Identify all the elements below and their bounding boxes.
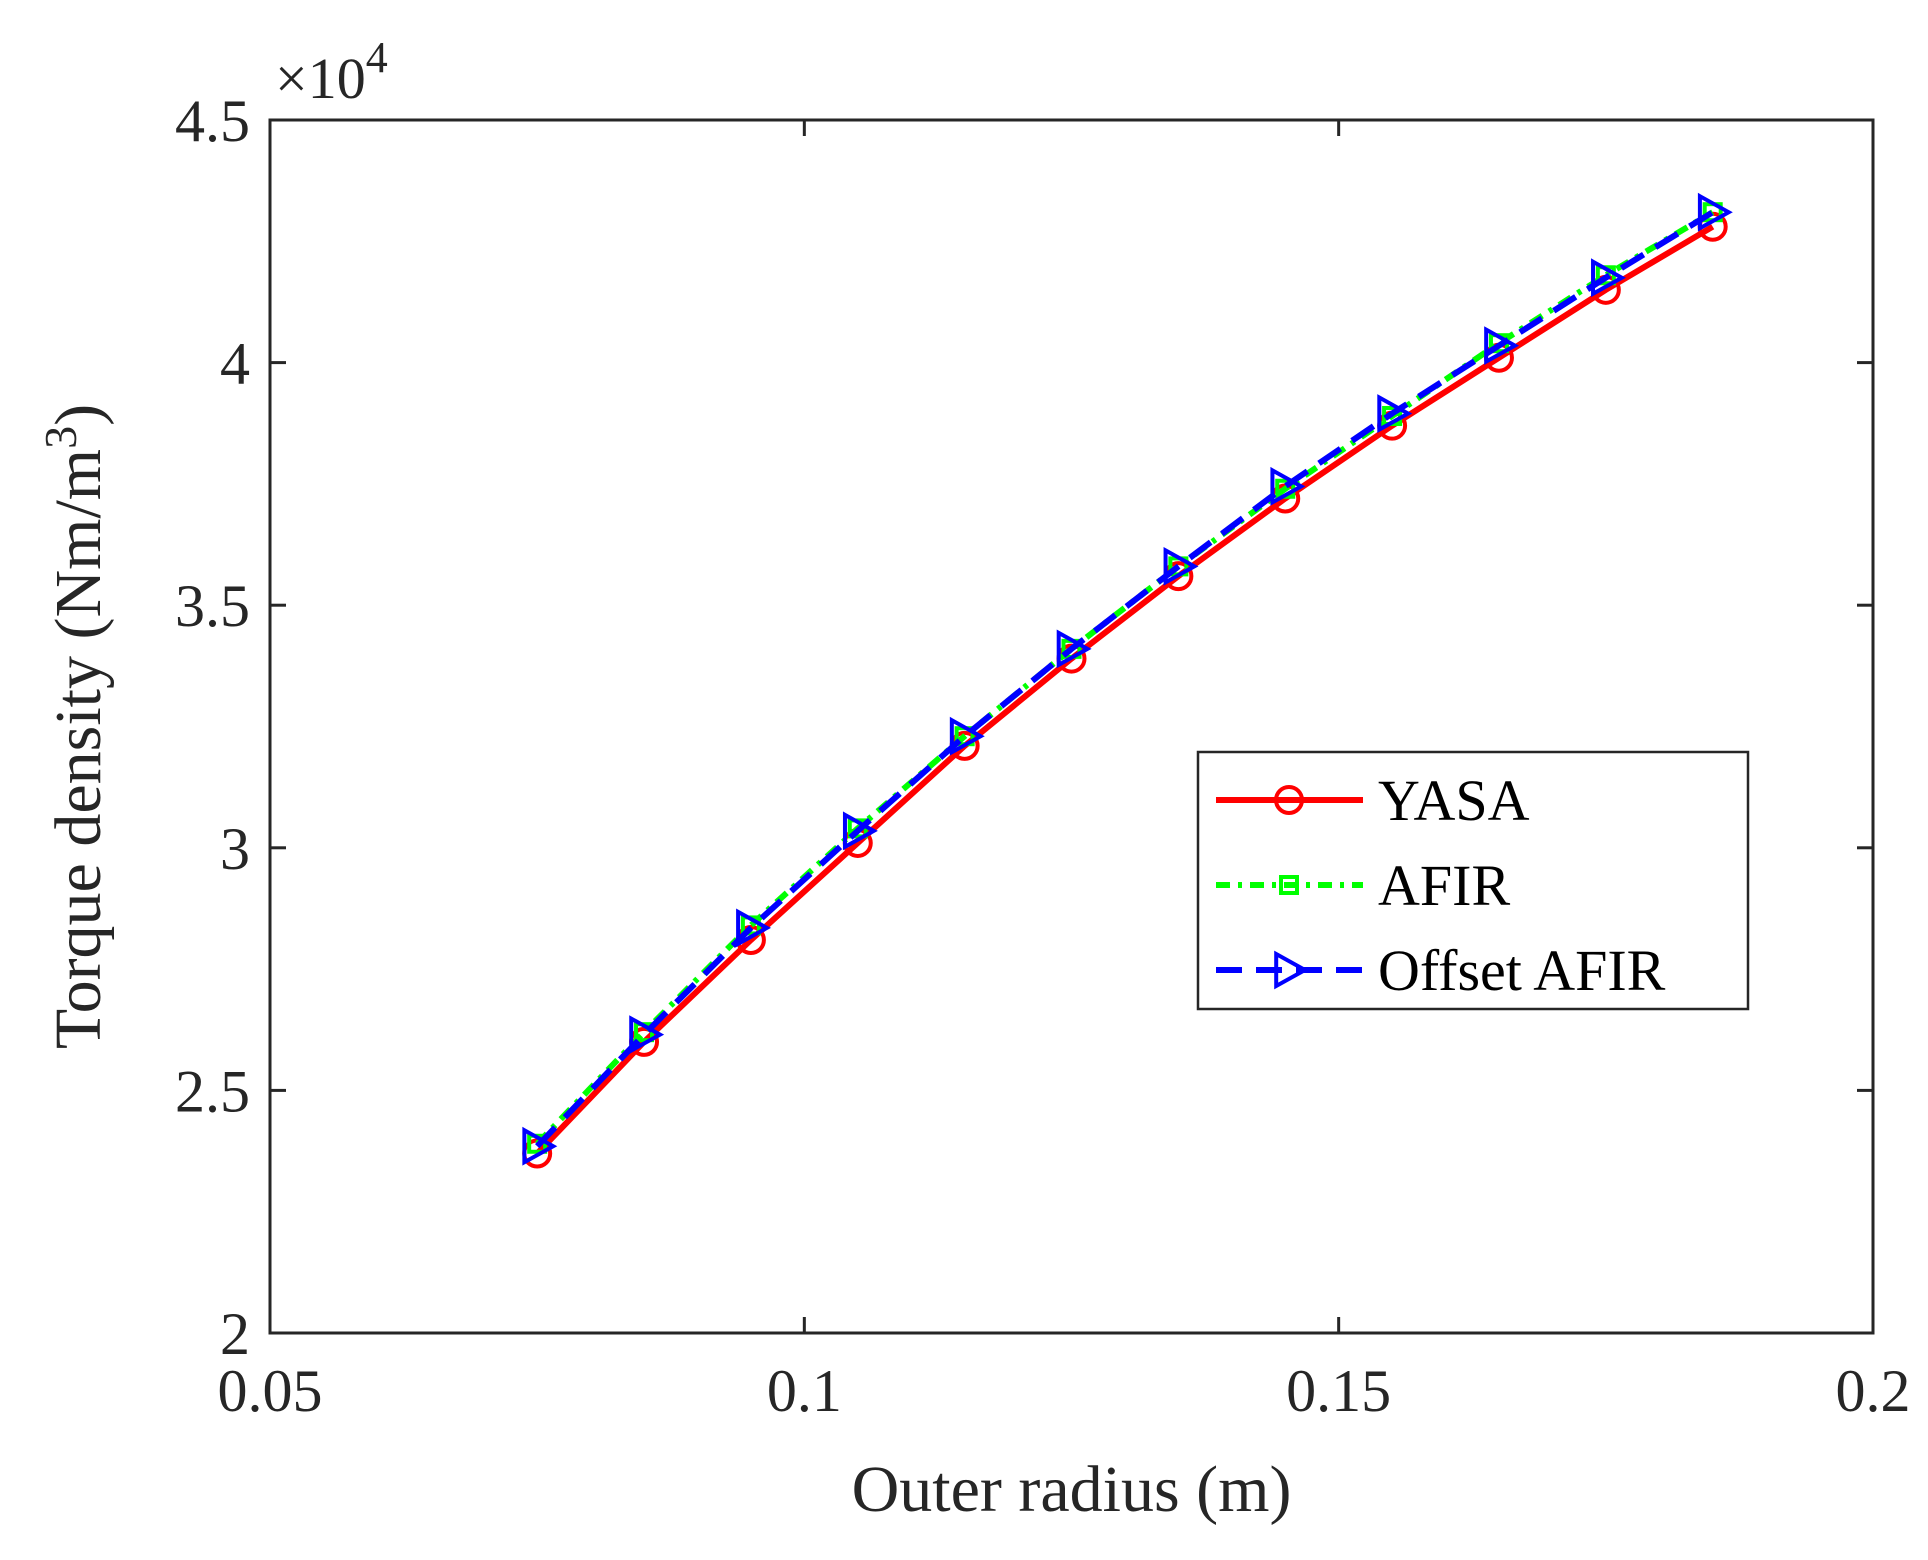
y-tick-label: 2.5 [175, 1058, 250, 1124]
legend-marker [1274, 950, 1310, 990]
y-axis-label: Torque density (Nm/m3) [35, 404, 115, 1049]
legend-label: YASA [1378, 768, 1530, 833]
data-point [1270, 466, 1306, 506]
x-axis-label: Outer radius (m) [852, 1453, 1292, 1526]
legend-label: Offset AFIR [1378, 938, 1666, 1003]
legend-marker [1279, 875, 1299, 895]
axes-box [268, 118, 1875, 1335]
x-tick-label: 0.15 [1286, 1358, 1391, 1424]
legend-entry: Offset AFIR [1216, 938, 1666, 1003]
data-point [1163, 546, 1199, 586]
data-point [1377, 394, 1413, 433]
axis-ticks: 0.05 0.1 0.15 0.2 2 2.5 3 3.5 4 4.5 [175, 88, 1911, 1424]
data-point [1697, 192, 1733, 232]
y-tick-label: 3 [220, 816, 250, 882]
x-tick-label: 0.05 [218, 1358, 323, 1424]
series-offset-afir [522, 192, 1733, 1166]
legend: YASA AFIR Offset AFIR [1196, 750, 1750, 1011]
x-tick-label: 0.2 [1836, 1358, 1911, 1424]
legend-marker [1274, 785, 1304, 815]
data-point [949, 716, 985, 756]
plot-area [268, 118, 1875, 1335]
data-point [1056, 629, 1092, 669]
series-layer [522, 192, 1733, 1169]
legend-entry: AFIR [1216, 853, 1510, 918]
y-tick-label: 4 [220, 331, 250, 397]
data-point [1591, 258, 1626, 298]
y-tick-label: 4.5 [175, 88, 250, 154]
data-point [629, 1015, 665, 1055]
y-tick-label: 3.5 [175, 573, 250, 639]
data-point [736, 908, 772, 948]
data-point [522, 1126, 558, 1166]
series-line [535, 209, 1715, 1149]
y-axis-exponent: ×104 [275, 33, 388, 111]
x-tick-label: 0.1 [767, 1358, 842, 1424]
legend-label: AFIR [1378, 853, 1510, 918]
data-point [842, 811, 878, 851]
legend-entry: YASA [1216, 768, 1530, 833]
y-tick-label: 2 [220, 1301, 250, 1367]
data-point [1484, 326, 1520, 366]
legend-box [1196, 750, 1750, 1011]
